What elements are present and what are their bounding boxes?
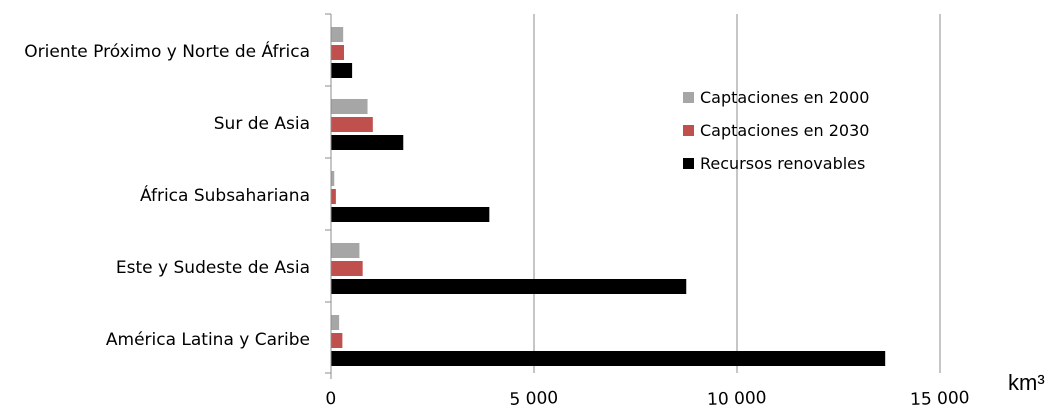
bar-0-2 (331, 63, 353, 78)
x-tick-label-2: 10 000 (707, 388, 767, 410)
category-labels: Oriente Próximo y Norte de África Sur de … (24, 40, 310, 350)
bar-2-2 (331, 207, 490, 222)
x-tick-label-1: 5 000 (509, 388, 558, 410)
bar-3-0 (331, 243, 360, 258)
legend-label-2: Recursos renovables (700, 154, 865, 173)
category-label-3: Este y Sudeste de Asia (116, 258, 310, 278)
gridlines (533, 14, 941, 373)
x-tick-labels: 0 5 000 10 000 15 000 (325, 388, 970, 410)
category-label-1: Sur de Asia (214, 114, 310, 134)
category-label-2: África Subsahariana (140, 184, 310, 206)
bar-0-0 (331, 27, 344, 42)
bar-1-0 (331, 99, 368, 114)
bar-2-1 (331, 189, 336, 204)
legend-swatch-0 (683, 92, 694, 103)
category-label-0: Oriente Próximo y Norte de África (24, 40, 310, 62)
bar-0-1 (331, 45, 344, 60)
bar-4-1 (331, 333, 343, 348)
x-unit-label: km³ (1008, 370, 1045, 395)
axes (325, 13, 332, 379)
x-tick-label-0: 0 (325, 389, 337, 409)
bar-1-1 (331, 117, 373, 132)
x-tick-label-3: 15 000 (910, 388, 970, 410)
legend-label-0: Captaciones en 2000 (700, 88, 869, 107)
bars-group (331, 27, 886, 366)
bar-2-0 (331, 171, 335, 186)
bar-4-2 (331, 351, 886, 366)
legend-swatch-2 (683, 158, 694, 169)
bar-3-1 (331, 261, 363, 276)
legend-swatch-1 (683, 125, 694, 136)
category-label-4: América Latina y Caribe (106, 330, 310, 350)
bar-4-0 (331, 315, 340, 330)
legend-label-1: Captaciones en 2030 (700, 121, 869, 140)
bar-3-2 (331, 279, 687, 294)
legend: Captaciones en 2000 Captaciones en 2030 Re… (683, 88, 869, 173)
bar-1-2 (331, 135, 404, 150)
